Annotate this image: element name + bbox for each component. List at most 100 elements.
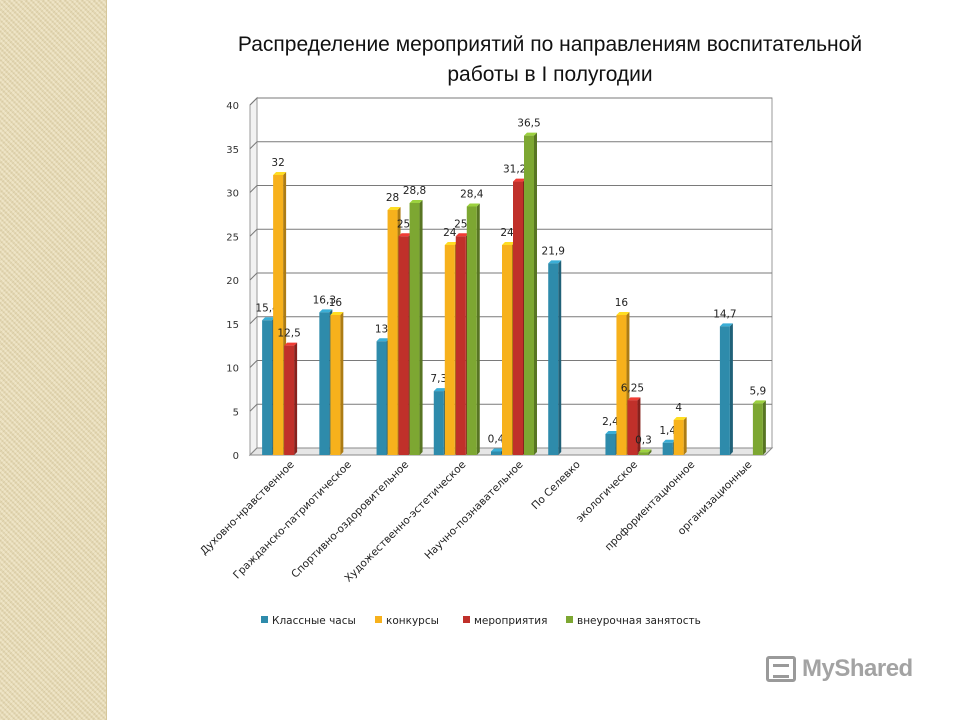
bar-top — [513, 178, 526, 182]
bar-side — [476, 203, 480, 455]
bar-top — [284, 342, 298, 346]
bar-top — [673, 417, 687, 420]
y-tick-label: 40 — [226, 101, 239, 112]
legend-label: конкурсы — [386, 615, 439, 627]
bar-top — [616, 312, 630, 315]
x-category-label: Спортивно-оздоровительное — [289, 459, 411, 581]
data-label: 6,25 — [621, 382, 644, 394]
data-label: 24 — [500, 227, 514, 239]
data-label: 16 — [329, 297, 343, 309]
bar — [273, 175, 284, 455]
bar — [284, 345, 295, 455]
bar — [376, 341, 387, 455]
bar — [513, 181, 523, 455]
data-label: 2,4 — [602, 416, 619, 428]
x-category-label: Научно-познавательное — [422, 459, 525, 562]
bar — [409, 203, 420, 455]
bar-top — [638, 449, 652, 453]
bar-side — [294, 342, 298, 455]
bar-top — [262, 317, 276, 321]
bar — [466, 206, 477, 455]
bar-top — [398, 233, 412, 237]
bar — [502, 245, 512, 455]
data-label: 4 — [675, 402, 682, 414]
bar — [524, 135, 534, 455]
x-category-label: По Селевко — [529, 459, 582, 512]
data-label: 25 — [454, 218, 467, 230]
decorative-side-strip — [0, 0, 107, 720]
x-category-label: Гражданско-патриотическое — [231, 459, 354, 582]
legend-swatch — [261, 616, 268, 623]
bar-side — [762, 400, 766, 455]
bar — [662, 442, 673, 455]
chart-title-line-1: Распределение мероприятий по направления… — [237, 33, 863, 56]
bar — [491, 451, 501, 455]
bar-side — [419, 200, 423, 455]
y-tick-label: 25 — [226, 232, 239, 243]
gridline — [249, 97, 772, 106]
data-label: 36,5 — [517, 118, 540, 130]
data-label: 28 — [386, 192, 399, 204]
gridline — [249, 228, 772, 237]
data-label: 14,7 — [713, 308, 736, 320]
data-label: 28,8 — [403, 185, 426, 197]
bar-top — [548, 260, 562, 264]
data-label: 25 — [397, 218, 410, 230]
bar — [444, 245, 455, 455]
x-category-label: Художественно-эстетическое — [342, 459, 468, 585]
gridline — [249, 316, 772, 325]
y-tick-label: 0 — [233, 451, 239, 462]
slideshow-icon — [766, 656, 796, 682]
bar — [262, 320, 273, 455]
bar-top — [387, 207, 401, 210]
data-label: 0,4 — [488, 434, 505, 446]
data-label: 0,3 — [635, 434, 652, 446]
bar-side — [340, 312, 344, 455]
gridline — [249, 185, 772, 193]
legend-label: Классные часы — [272, 615, 356, 627]
data-label: 1,4 — [659, 425, 676, 437]
y-tick-label: 35 — [226, 145, 239, 156]
bar-top — [719, 323, 733, 327]
y-tick-label: 20 — [226, 276, 239, 287]
data-label: 32 — [271, 157, 284, 169]
y-tick-label: 30 — [226, 189, 239, 200]
bar — [627, 400, 638, 455]
bar-top — [433, 388, 447, 392]
data-label: 5,9 — [750, 385, 767, 397]
bar-top — [273, 172, 287, 175]
data-label: 28,4 — [460, 189, 484, 201]
bar — [433, 391, 444, 455]
y-tick-label: 15 — [226, 320, 239, 331]
bar — [752, 403, 763, 455]
bar-side — [558, 260, 562, 455]
legend-swatch — [566, 616, 573, 623]
data-label: 7,3 — [430, 373, 447, 385]
bar-top — [605, 431, 619, 434]
gridline — [249, 360, 772, 368]
x-category-label: Духовно-нравственное — [198, 459, 297, 558]
legend-label: мероприятия — [474, 615, 547, 627]
bar — [673, 420, 684, 455]
legend-swatch — [463, 616, 470, 623]
gridline — [249, 403, 772, 412]
bar — [319, 312, 330, 455]
bar — [605, 434, 616, 455]
chart-title-line-2: работы в I полугодии — [447, 63, 653, 86]
bar-side — [683, 417, 687, 455]
x-category-label: экологическое — [574, 459, 640, 525]
bar-top — [444, 242, 458, 245]
bar-side — [637, 397, 641, 455]
y-tick-label: 5 — [233, 407, 239, 418]
bar-top — [330, 312, 344, 315]
bar-top — [627, 397, 641, 401]
myshared-watermark: MyShared — [766, 655, 913, 683]
data-label: 16,3 — [313, 294, 336, 306]
bar — [719, 326, 730, 455]
bar-top — [409, 200, 423, 203]
bar-top — [662, 439, 676, 443]
data-label: 16 — [615, 297, 629, 309]
bar-top — [524, 132, 537, 136]
bar-side — [729, 323, 733, 455]
